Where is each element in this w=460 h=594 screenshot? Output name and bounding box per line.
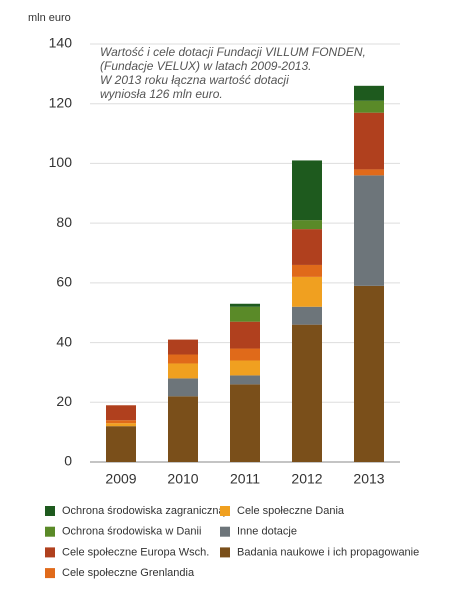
bar-segment bbox=[354, 285, 384, 462]
y-tick-label: 120 bbox=[49, 94, 73, 110]
legend-label: Inne dotacje bbox=[237, 526, 297, 538]
x-tick-label: 2010 bbox=[167, 471, 198, 487]
y-tick-label: 20 bbox=[56, 393, 72, 409]
bar-segment bbox=[292, 264, 322, 277]
bar-segment bbox=[292, 306, 322, 325]
y-tick-label: 140 bbox=[49, 35, 73, 51]
bar-segment bbox=[230, 321, 260, 349]
bar-segment bbox=[354, 169, 384, 176]
chart-title: Wartość i cele dotacji Fundacji VILLUM F… bbox=[100, 45, 366, 59]
legend-swatch bbox=[45, 568, 55, 579]
bar-segment bbox=[292, 160, 322, 221]
bar-segment bbox=[292, 276, 322, 307]
legend-label: Ochrona środowiska zagraniczną bbox=[62, 505, 226, 517]
bar-segment bbox=[106, 405, 136, 421]
legend-swatch bbox=[45, 526, 55, 537]
legend-swatch bbox=[220, 547, 230, 558]
x-tick-label: 2011 bbox=[230, 471, 260, 487]
bar-segment bbox=[168, 363, 198, 379]
bar-segment bbox=[354, 175, 384, 286]
chart-title: wyniosła 126 mln euro. bbox=[100, 87, 223, 101]
legend-label: Cele społeczne Grenlandia bbox=[62, 567, 195, 579]
legend-swatch bbox=[220, 526, 230, 537]
chart-title: W 2013 roku łączna wartość dotacji bbox=[100, 73, 289, 87]
bar-segment bbox=[168, 378, 198, 397]
bar-segment bbox=[168, 354, 198, 364]
legend-label: Cele społeczne Dania bbox=[237, 505, 345, 517]
legend-label: Cele społeczne Europa Wsch. bbox=[62, 546, 209, 558]
bar-segment bbox=[354, 112, 384, 170]
legend-swatch bbox=[45, 547, 55, 558]
bar-segment bbox=[168, 396, 198, 462]
bar-segment bbox=[354, 85, 384, 101]
bar-segment bbox=[106, 426, 136, 462]
bar-segment bbox=[292, 220, 322, 230]
bar-segment bbox=[230, 384, 260, 462]
bar-segment bbox=[292, 324, 322, 462]
y-tick-label: 100 bbox=[49, 154, 73, 170]
y-tick-label: 60 bbox=[56, 274, 72, 290]
bar-segment bbox=[230, 348, 260, 361]
bar-segment bbox=[230, 306, 260, 322]
y-tick-label: 80 bbox=[56, 214, 72, 230]
bar-segment bbox=[106, 420, 136, 424]
bar-segment bbox=[230, 375, 260, 385]
legend-swatch bbox=[220, 506, 230, 516]
x-tick-label: 2012 bbox=[291, 471, 322, 487]
x-tick-label: 2009 bbox=[105, 471, 136, 487]
bar-segment bbox=[230, 303, 260, 307]
y-tick-label: 40 bbox=[56, 333, 72, 349]
legend-swatch bbox=[45, 506, 55, 516]
chart-title: (Fundacje VELUX) w latach 2009-2013. bbox=[100, 59, 311, 73]
legend-label: Badania naukowe i ich propagowanie bbox=[237, 546, 419, 558]
bar-segment bbox=[230, 360, 260, 376]
y-axis-label: mln euro bbox=[28, 12, 71, 24]
bar-segment bbox=[292, 229, 322, 265]
legend-label: Ochrona środowiska w Danii bbox=[62, 526, 201, 538]
bar-segment bbox=[354, 100, 384, 113]
y-tick-label: 0 bbox=[64, 453, 72, 469]
x-tick-label: 2013 bbox=[353, 471, 384, 487]
bar-segment bbox=[168, 339, 198, 355]
bar-segment bbox=[106, 423, 136, 427]
